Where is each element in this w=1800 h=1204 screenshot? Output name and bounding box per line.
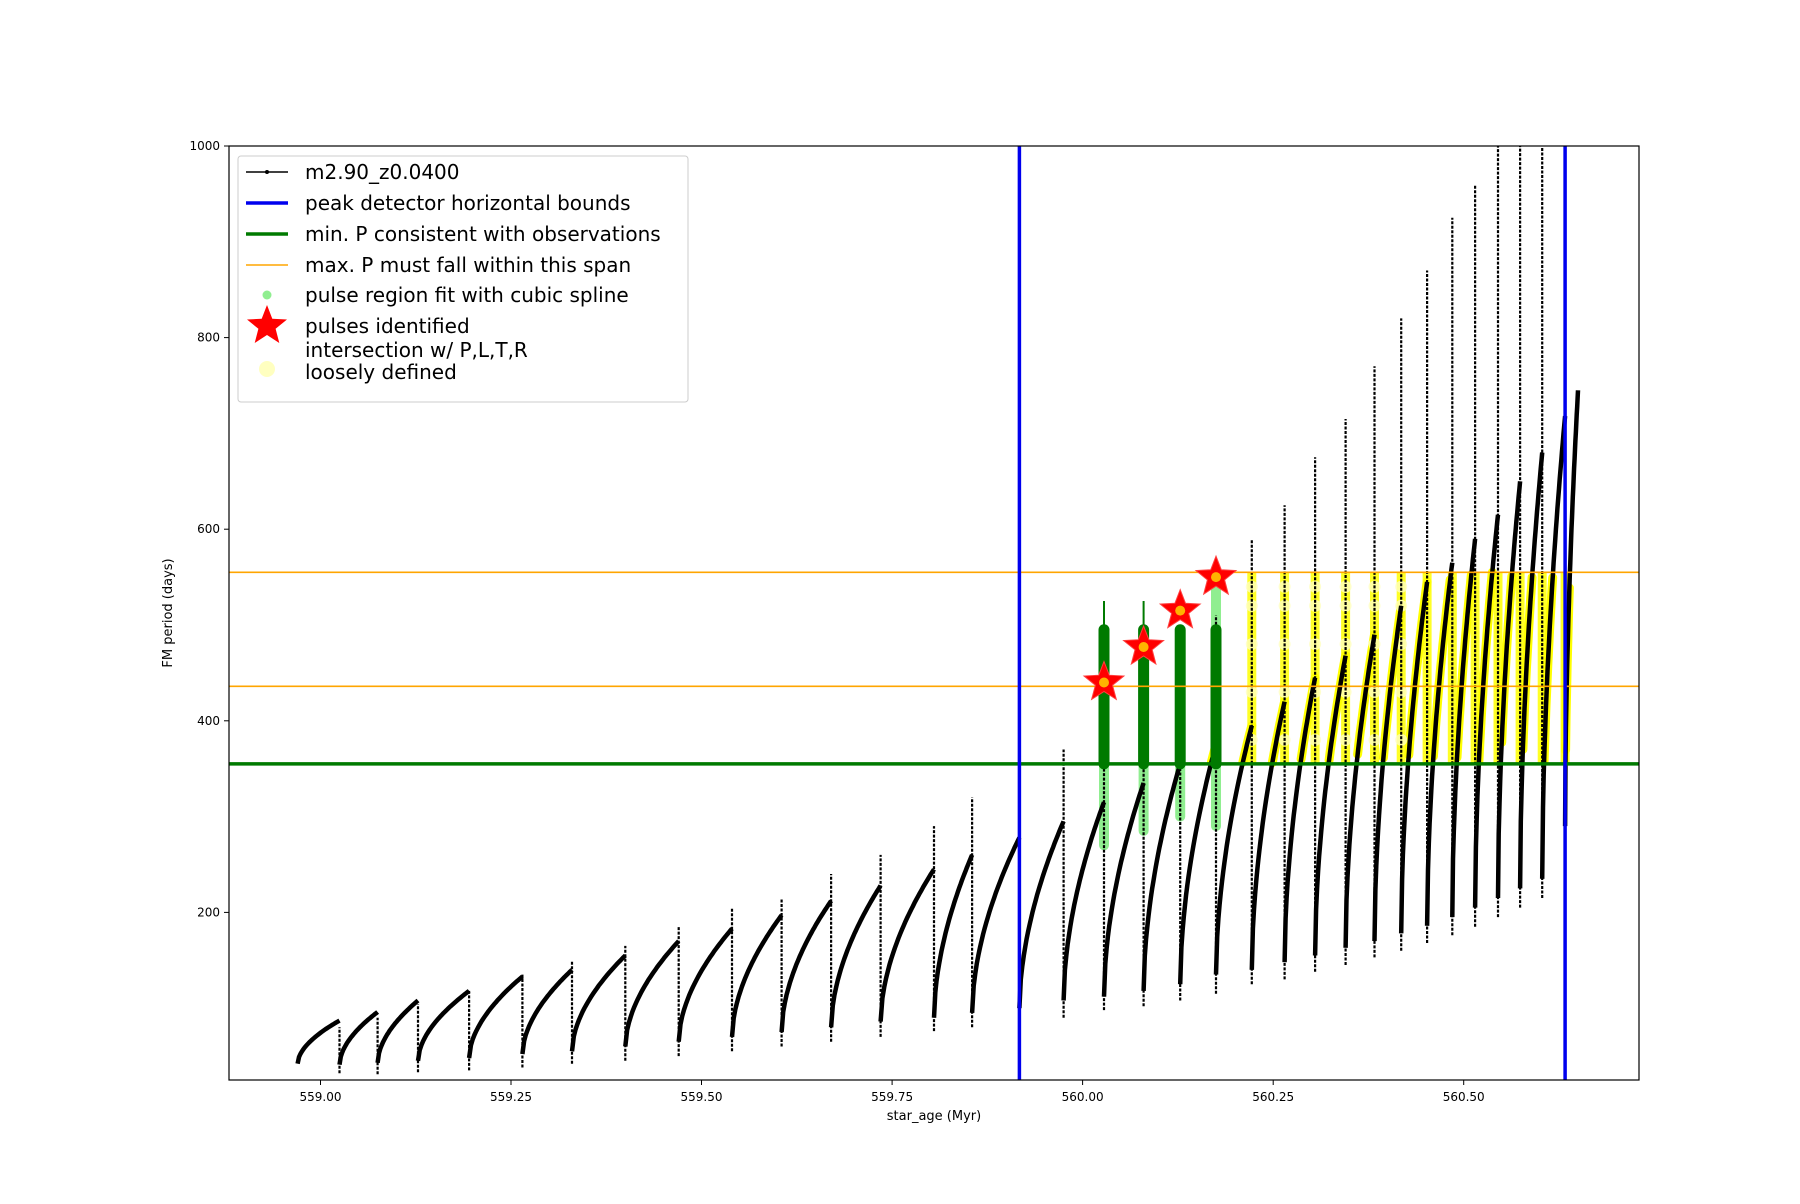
legend-label-line: loosely defined <box>305 360 457 384</box>
track-cycle-26 <box>1398 581 1430 934</box>
y-tick-label-3: 800 <box>197 331 220 345</box>
track-cycle-21 <box>1249 701 1287 970</box>
track-cycle-24 <box>1343 634 1377 948</box>
x-tick-label-0: 559.00 <box>300 1090 342 1104</box>
track-cycle-10 <box>779 899 833 1033</box>
intersection-blob-4-1 <box>1368 686 1381 698</box>
legend-marker-dot <box>265 170 269 174</box>
track-cycle-17 <box>1101 782 1146 997</box>
pulse-star-core-1 <box>1138 642 1149 652</box>
track-cycle-16 <box>1061 801 1107 1001</box>
legend-item-4: pulse region fit with cubic spline <box>262 283 629 307</box>
x-tick-label-1: 559.25 <box>490 1090 532 1104</box>
x-tick-label-5: 560.25 <box>1252 1090 1294 1104</box>
legend-label-line: min. P consistent with observations <box>305 222 661 246</box>
track-cycle-5 <box>520 968 574 1055</box>
track-cycle-28 <box>1450 538 1478 918</box>
legend-marker-star <box>247 305 287 343</box>
legend-label-5: pulses identified <box>305 314 470 338</box>
track-cycle-12 <box>878 868 936 1022</box>
x-tick-label-6: 560.50 <box>1443 1090 1485 1104</box>
legend-label-6: intersection w/ P,L,T,R loosely defined <box>305 338 528 384</box>
pulse-star-core-0 <box>1099 677 1109 688</box>
x-tick-label-4: 560.00 <box>1062 1090 1104 1104</box>
intersection-blob-2-2 <box>1309 638 1322 651</box>
legend-label-line: pulses identified <box>305 314 470 338</box>
legend-label-line: intersection w/ P,L,T,R <box>305 338 528 362</box>
legend-item-2: min. P consistent with observations <box>246 222 661 246</box>
legend-label-line: m2.90_z0.0400 <box>305 160 460 184</box>
track-cycle-9 <box>729 913 784 1038</box>
track-cycle-33 <box>1562 390 1581 827</box>
y-tick-label-1: 400 <box>197 714 220 728</box>
track-cycle-27 <box>1424 562 1455 926</box>
intersection-region <box>1207 567 1574 768</box>
track-cycle-2 <box>375 998 420 1064</box>
legend-label-line: max. P must fall within this span <box>305 253 631 277</box>
track-cycle-4 <box>466 974 524 1059</box>
y-tick-label-4: 1000 <box>189 139 220 153</box>
track-cycle-19 <box>1177 744 1219 985</box>
legend-label-2: min. P consistent with observations <box>305 222 661 246</box>
legend-label-0: m2.90_z0.0400 <box>305 160 460 184</box>
legend-item-1: peak detector horizontal bounds <box>246 191 631 215</box>
track-cycle-13 <box>931 854 975 1018</box>
track-cycle-15 <box>1017 820 1066 1009</box>
legend-label-1: peak detector horizontal bounds <box>305 191 631 215</box>
legend-box <box>237 155 689 403</box>
legend-item-6: intersection w/ P,L,T,R loosely defined <box>259 338 528 384</box>
track-cycle-32 <box>1539 415 1568 879</box>
legend-label-3: max. P must fall within this span <box>305 253 631 277</box>
pulse-star-core-2 <box>1175 605 1186 616</box>
legend-marker-dot <box>259 361 275 377</box>
track-cycle-30 <box>1495 481 1523 899</box>
track-cycle-8 <box>676 927 734 1042</box>
axes: 559.00 559.25 559.50 559.75 560.00 560.25 560.… <box>189 139 1484 1104</box>
intersection-blob-5-4 <box>1395 580 1408 593</box>
track-cycle-6 <box>569 953 627 1052</box>
track-cycle-1 <box>337 1010 380 1066</box>
track-cycle-25 <box>1372 605 1404 942</box>
plot-frame <box>228 145 1640 1081</box>
x-tick-label-2: 559.50 <box>681 1090 723 1104</box>
legend-item-3: max. P must fall within this span <box>246 253 631 277</box>
track-cycle-29 <box>1472 514 1501 908</box>
legend-label-line: pulse region fit with cubic spline <box>305 283 629 307</box>
legend-marker-dot <box>262 290 272 300</box>
pulse-star-core-3 <box>1211 572 1221 583</box>
y-tick-label-2: 600 <box>197 522 220 536</box>
x-tick-label-3: 559.75 <box>871 1090 913 1104</box>
legend-item-0: m2.90_z0.0400 <box>246 160 460 184</box>
y-axis-label: FM period (days) <box>161 558 176 667</box>
x-axis-label: star_age (Myr) <box>887 1109 981 1124</box>
plot-area <box>229 146 1639 1080</box>
legend-label-line: peak detector horizontal bounds <box>305 191 631 215</box>
track-cycle-14 <box>969 836 1022 1014</box>
track-cycle-3 <box>415 989 471 1062</box>
track-cycle-11 <box>828 884 883 1028</box>
track-cycle-31 <box>1517 452 1545 889</box>
intersection-blob-0-1 <box>1245 686 1258 698</box>
track-cycle-0 <box>295 1018 341 1065</box>
legend-label-4: pulse region fit with cubic spline <box>305 283 629 307</box>
track-cycle-23 <box>1312 655 1348 956</box>
track-cycle-22 <box>1282 677 1318 963</box>
intersection-blob-5-0 <box>1395 733 1408 746</box>
intersection-blob-1-1 <box>1278 686 1291 698</box>
track-cycle-7 <box>623 939 681 1047</box>
legend-item-5: pulses identified <box>247 305 470 343</box>
track-cycle-20 <box>1213 725 1254 975</box>
intersection-blob-3-3 <box>1339 599 1352 612</box>
track-cycle-18 <box>1141 763 1183 991</box>
y-tick-label-0: 200 <box>197 905 220 919</box>
